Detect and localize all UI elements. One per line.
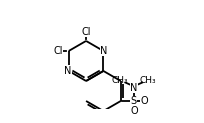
Text: N: N <box>64 66 72 76</box>
Text: Cl: Cl <box>53 46 63 56</box>
Text: N: N <box>130 83 137 93</box>
Text: CH₃: CH₃ <box>112 76 128 85</box>
Text: CH₃: CH₃ <box>139 76 156 85</box>
Text: N: N <box>101 46 108 56</box>
Text: S: S <box>131 96 137 106</box>
Text: O: O <box>140 96 148 106</box>
Text: O: O <box>130 106 138 116</box>
Text: Cl: Cl <box>81 27 91 37</box>
